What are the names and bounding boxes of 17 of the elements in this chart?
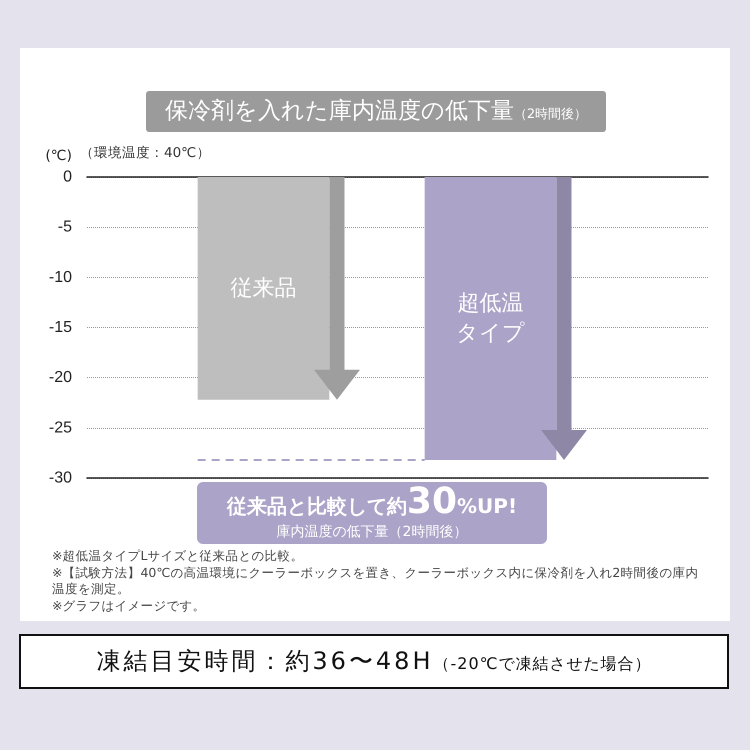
- x-tick-label: 超低温タイプ: [456, 290, 525, 346]
- y-tick-label: 0: [63, 168, 72, 186]
- text: ※【試験方法】40℃の高温環境にクーラーボックスを置き、クーラーボックス内に保冷剤を入れ2時間後の庫内温度を測定。: [52, 564, 700, 598]
- chart-subtitle: （環境温度：40℃）: [80, 144, 210, 162]
- y-tick-label: -25: [48, 419, 72, 436]
- y-tick-label: -15: [48, 319, 72, 336]
- y-tick-label: -5: [58, 218, 72, 236]
- y-axis-title: (℃): [45, 148, 72, 164]
- text: ※グラフはイメージです。: [52, 598, 206, 614]
- y-tick-label: -30: [48, 470, 72, 486]
- y-tick-label: -10: [48, 268, 72, 286]
- x-tick-label: 従来品: [230, 276, 296, 301]
- text: 従来品と比較して約30%UP! 庫内温度の低下量（2時間後）: [226, 481, 518, 541]
- text: 凍結目安時間：約36〜48H（-20℃で凍結させた場合）: [19, 634, 729, 689]
- text: ※超低温タイプLサイズと従来品との比較。: [52, 548, 304, 564]
- y-tick-label: -20: [48, 369, 72, 386]
- chart-title: 保冷剤を入れた庫内温度の低下量（2時間後）: [146, 91, 606, 132]
